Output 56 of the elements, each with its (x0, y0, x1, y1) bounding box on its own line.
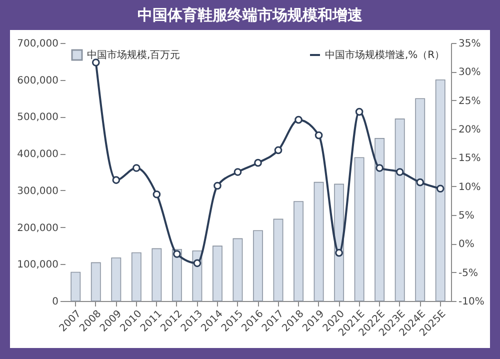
point (173, 250, 181, 258)
y-tick-label: 0 (52, 296, 58, 308)
point (254, 158, 262, 167)
bar (111, 257, 122, 302)
point (214, 182, 222, 190)
y2-tick-label: 25% (458, 96, 481, 107)
y2-tick-label: 0% (458, 239, 474, 250)
point (376, 164, 384, 172)
bar (314, 182, 324, 302)
legend-label: 中国市场规模,百万元 (87, 49, 180, 61)
y2-tick-label: 10% (458, 182, 481, 193)
y-tick-label: 200,000 (17, 222, 58, 234)
point (132, 164, 140, 172)
bar (294, 201, 304, 302)
y-tick-label: 500,000 (17, 112, 58, 124)
legend-label: 中国市场规模增速,%（R） (325, 49, 445, 61)
bar (131, 252, 142, 302)
y-tick-label: 600,000 (17, 75, 58, 86)
y2-tick-label: 20% (458, 124, 481, 136)
bar (90, 262, 101, 302)
point (294, 116, 302, 124)
point (274, 146, 282, 154)
bar (354, 157, 364, 302)
y2-tick-label: 35% (458, 38, 481, 50)
y2-tick-label: -5% (458, 268, 478, 279)
y2-tick-label: 15% (458, 153, 481, 164)
bar (394, 118, 405, 302)
bar (212, 246, 222, 302)
point (436, 184, 444, 193)
point (396, 168, 404, 176)
point (314, 131, 323, 140)
y2-tick-label: -10% (458, 296, 484, 308)
y-tick-label: 100,000 (17, 260, 58, 271)
y2-tick-label: 5% (458, 210, 474, 222)
bar (152, 248, 162, 302)
point (234, 168, 242, 176)
point (152, 190, 161, 198)
y-tick-label: 400,000 (17, 149, 58, 160)
point (416, 178, 424, 186)
bar (415, 98, 426, 302)
point (355, 108, 364, 116)
y-tick-label: 700,000 (17, 38, 58, 50)
y-tick-label: 300,000 (17, 186, 58, 197)
y2-tick-label: 30% (458, 67, 481, 78)
point (112, 176, 120, 184)
bar (374, 138, 385, 302)
point (92, 58, 100, 66)
bar (435, 79, 446, 302)
bar (232, 238, 243, 302)
bar (70, 272, 81, 302)
point (193, 259, 202, 268)
bar (273, 218, 284, 302)
bar (334, 184, 344, 302)
chart-title: 中国体育鞋服终端市场规模和增速 (136, 5, 364, 26)
bar (253, 230, 263, 302)
point (335, 248, 343, 257)
